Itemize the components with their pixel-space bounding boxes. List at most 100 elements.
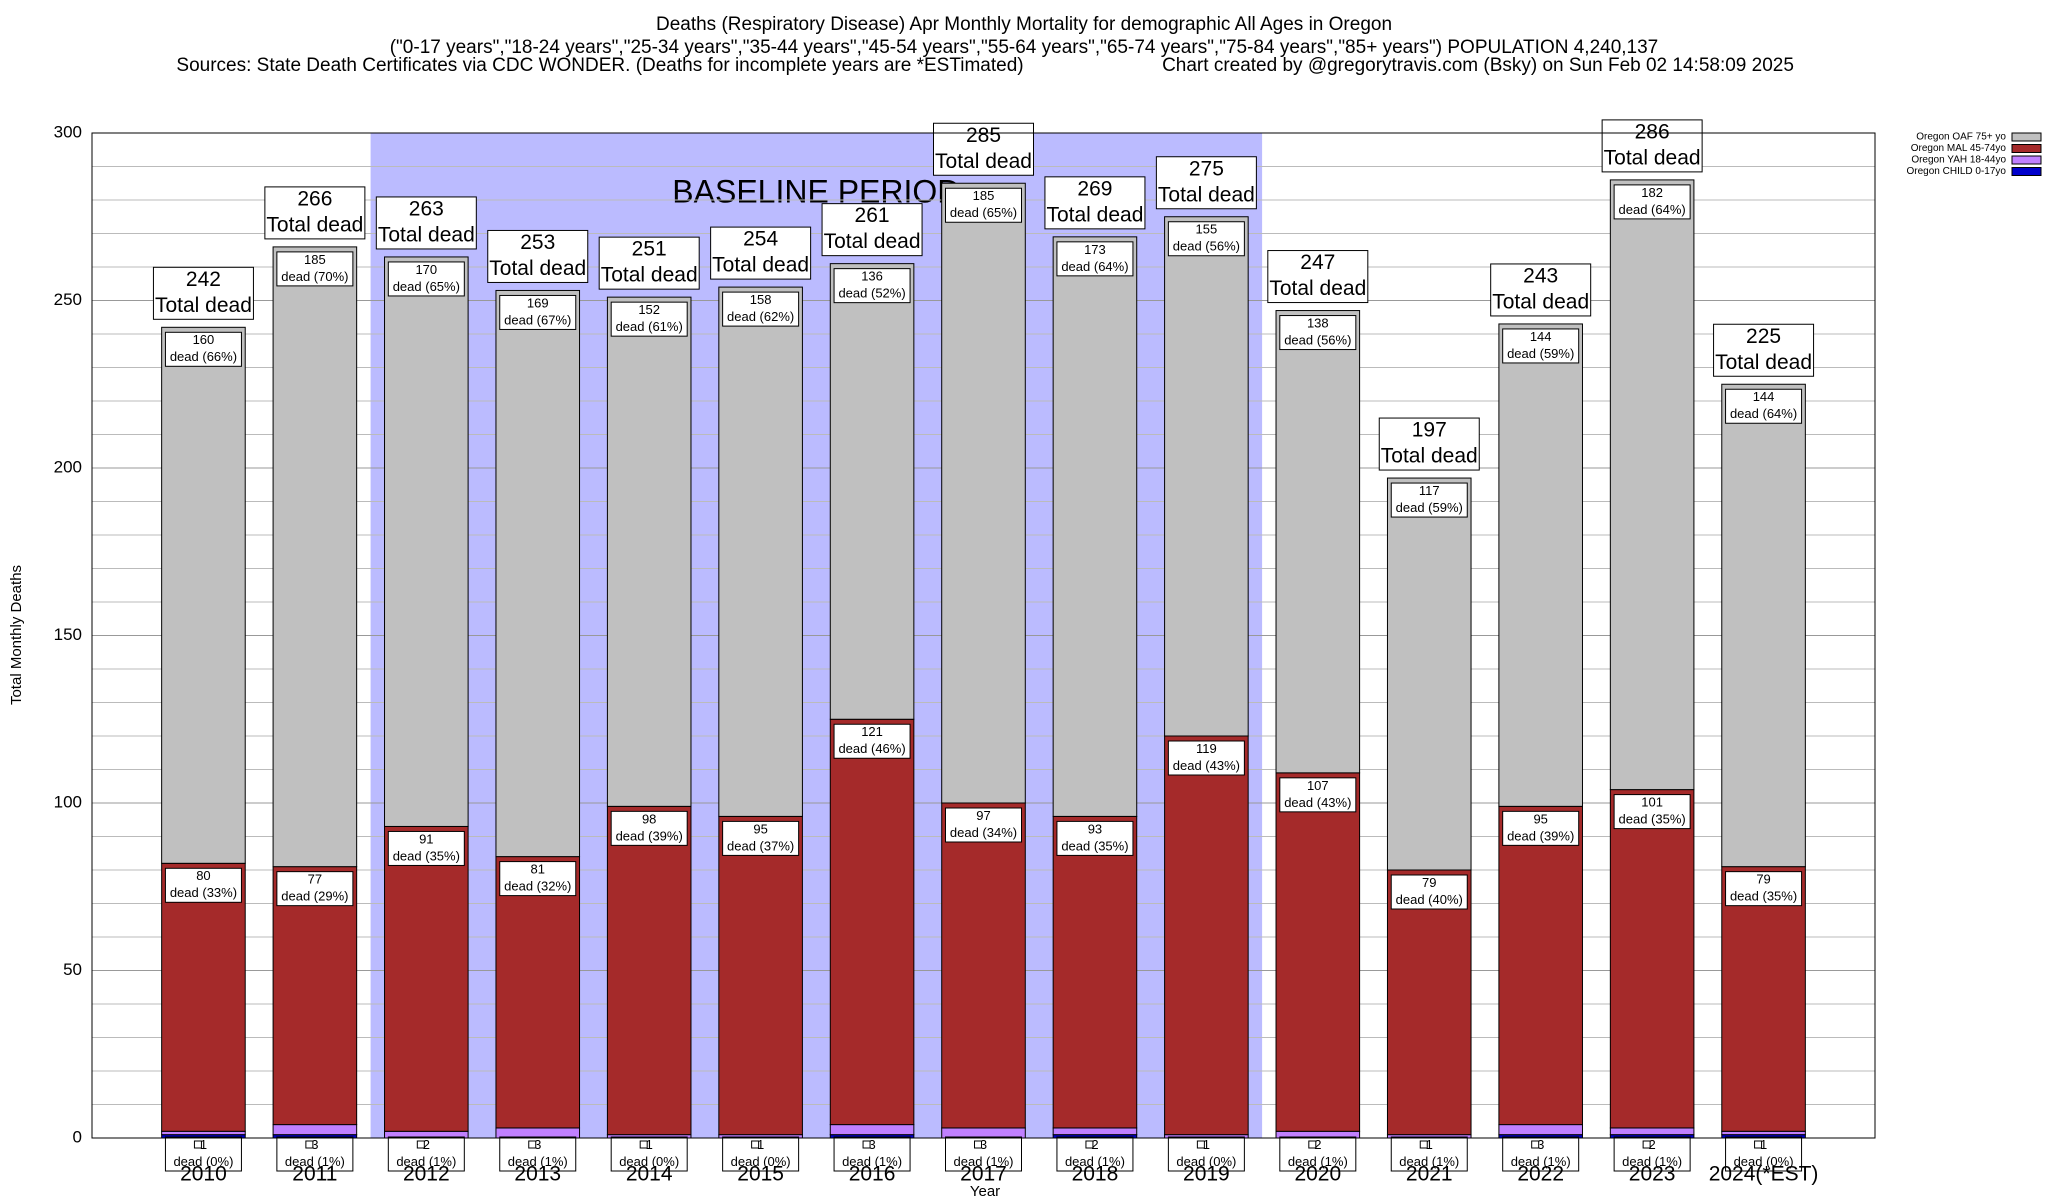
legend-label: Oregon MAL 45-74yo bbox=[1911, 143, 2007, 154]
segment-label: dead (1%) bbox=[508, 1154, 568, 1169]
segment-label: dead (1%) bbox=[1622, 1154, 1682, 1169]
total-label: Total dead bbox=[1046, 203, 1143, 226]
bar-segment bbox=[718, 286, 803, 817]
total-label: Total dead bbox=[1158, 183, 1255, 206]
total-label-box bbox=[1713, 323, 1815, 377]
y-tick-label: 50 bbox=[63, 960, 82, 979]
segment-label: dead (65%) bbox=[950, 205, 1017, 220]
bar-segment bbox=[272, 1124, 358, 1136]
segment-label-box bbox=[276, 251, 354, 287]
segment-label: dead (35%) bbox=[393, 848, 460, 863]
legend-swatch bbox=[2011, 155, 2042, 165]
segment-label-box bbox=[276, 871, 354, 907]
bar-segment bbox=[161, 1130, 246, 1136]
total-label-box bbox=[375, 196, 477, 250]
bar-segment bbox=[606, 805, 692, 1136]
segment-label: 155 bbox=[1196, 222, 1218, 237]
segment-label: dead (0%) bbox=[1176, 1154, 1236, 1169]
segment-label: 80 bbox=[196, 868, 210, 883]
segment-label-box bbox=[1167, 221, 1245, 257]
total-label-box bbox=[487, 229, 589, 283]
segment-label: dead (40%) bbox=[1396, 892, 1463, 907]
legend-swatch bbox=[2011, 167, 2042, 176]
segment-label: dead (1%) bbox=[1288, 1154, 1348, 1169]
x-axis-label: Year bbox=[970, 1183, 1000, 1200]
label-glyph bbox=[974, 1140, 982, 1149]
segment-label: dead (1%) bbox=[1399, 1154, 1459, 1169]
total-label: 197 bbox=[1412, 419, 1447, 442]
segment-label-box bbox=[276, 1136, 354, 1172]
segment-label: 1 bbox=[646, 1137, 653, 1152]
segment-label: 2 bbox=[423, 1137, 430, 1152]
segment-label: 79 bbox=[1756, 872, 1770, 887]
bar-segment bbox=[1164, 735, 1249, 1136]
chart-subtitle: ("0-17 years","18-24 years","25-34 years… bbox=[390, 37, 1659, 58]
segment-label-box bbox=[164, 1136, 242, 1172]
x-tick-label: 2012 bbox=[403, 1163, 450, 1186]
segment-label-box bbox=[722, 820, 800, 856]
segment-label-box bbox=[833, 723, 911, 759]
segment-label: 138 bbox=[1307, 315, 1329, 330]
bar-segment bbox=[272, 866, 358, 1126]
segment-label-box bbox=[387, 1136, 465, 1172]
label-glyph bbox=[1531, 1140, 1540, 1149]
segment-label: dead (0%) bbox=[173, 1154, 233, 1169]
bar-segment bbox=[161, 326, 246, 864]
segment-label-box bbox=[1725, 388, 1803, 424]
label-glyph bbox=[528, 1140, 537, 1149]
segment-label: 95 bbox=[1533, 811, 1547, 826]
chart-title: Deaths (Respiratory Disease) Apr Monthly… bbox=[656, 14, 1392, 35]
segment-label-box bbox=[1502, 328, 1580, 364]
segment-label-box bbox=[1502, 1136, 1580, 1172]
total-label: Total dead bbox=[1604, 146, 1701, 169]
segment-label: 1 bbox=[200, 1137, 207, 1152]
total-label: Total dead bbox=[1715, 351, 1812, 374]
x-tick-label: 2010 bbox=[180, 1163, 227, 1186]
segment-label: dead (61%) bbox=[616, 319, 683, 334]
bar-segment bbox=[1609, 179, 1695, 791]
label-glyph bbox=[416, 1140, 425, 1149]
y-tick-label: 0 bbox=[73, 1127, 82, 1146]
segment-label: dead (59%) bbox=[1507, 346, 1574, 361]
bar-segment bbox=[1498, 805, 1583, 1126]
segment-label-box bbox=[1279, 777, 1357, 813]
segment-label: 1 bbox=[757, 1137, 764, 1152]
segment-label: 93 bbox=[1088, 821, 1102, 836]
segment-label-box bbox=[610, 301, 688, 337]
segment-label: dead (66%) bbox=[170, 349, 237, 364]
segment-label: dead (0%) bbox=[619, 1154, 679, 1169]
segment-label-box bbox=[833, 1136, 911, 1172]
bar-segment bbox=[384, 825, 469, 1132]
source-note: Sources: State Death Certificates via CD… bbox=[176, 55, 1023, 76]
label-glyph bbox=[751, 1140, 760, 1149]
segment-label: dead (56%) bbox=[1173, 239, 1240, 254]
bar-segment bbox=[1052, 236, 1138, 817]
segment-label-box bbox=[1279, 1136, 1357, 1172]
segment-label: dead (35%) bbox=[1061, 838, 1128, 853]
total-label: 285 bbox=[966, 124, 1001, 147]
segment-label: 119 bbox=[1196, 741, 1217, 756]
total-label: Total dead bbox=[378, 223, 475, 246]
segment-label-box bbox=[1390, 482, 1468, 518]
x-tick-label: 2022 bbox=[1517, 1163, 1564, 1186]
legend-swatch bbox=[2011, 132, 2042, 142]
bar-segment bbox=[829, 263, 915, 720]
segment-label-box bbox=[945, 1136, 1022, 1172]
segment-label: 121 bbox=[861, 724, 883, 739]
bar-segment bbox=[1164, 216, 1249, 737]
segment-label: dead (43%) bbox=[1284, 795, 1351, 810]
segment-label: dead (1%) bbox=[1511, 1154, 1571, 1169]
segment-label: dead (35%) bbox=[1619, 812, 1686, 827]
segment-label: 1 bbox=[1203, 1137, 1210, 1152]
segment-label-box bbox=[387, 830, 465, 866]
segment-label: 1 bbox=[1426, 1137, 1433, 1152]
segment-label-box bbox=[1390, 874, 1468, 910]
segment-label-box bbox=[1056, 820, 1134, 856]
total-label: Total dead bbox=[489, 257, 586, 280]
bar-segment bbox=[1275, 772, 1361, 1132]
total-label: Total dead bbox=[1492, 290, 1589, 313]
segment-label: dead (34%) bbox=[950, 825, 1017, 840]
credit-note: Chart created by @gregorytravis.com (Bsk… bbox=[1162, 55, 1794, 76]
segment-label: 97 bbox=[976, 808, 990, 823]
